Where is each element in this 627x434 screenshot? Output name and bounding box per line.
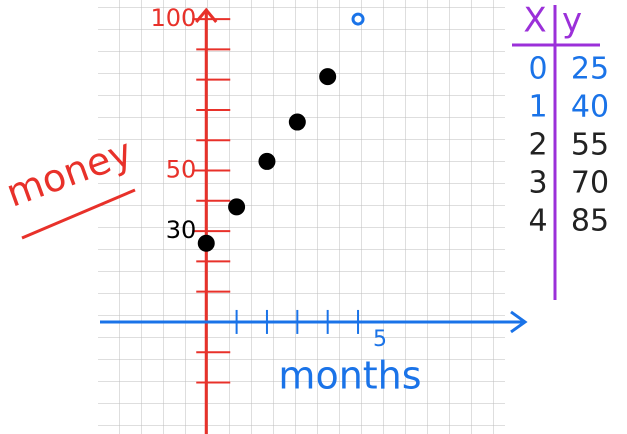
point (351, 12, 365, 26)
x-tick-label: 5 (373, 327, 387, 352)
x-axis-label: months (278, 354, 421, 398)
point (258, 152, 276, 170)
graph-paper (98, 0, 505, 434)
y-arrow (195, 7, 218, 23)
table-header: X (523, 1, 546, 41)
x-arrow (510, 310, 528, 334)
underline (21, 188, 136, 240)
point (228, 198, 246, 216)
table-cell: 2 (528, 128, 547, 163)
table-cell: 1 (528, 90, 547, 125)
y-tick-label: 30 (166, 216, 197, 244)
table-cell: 85 (571, 204, 609, 239)
table-cell: 0 (528, 52, 547, 87)
point (288, 113, 306, 131)
point (197, 234, 215, 252)
table-cell: 3 (528, 166, 547, 201)
table-cell: 70 (571, 166, 609, 201)
point (319, 68, 337, 86)
table-cell: 25 (571, 52, 609, 87)
y-tick-label: 50 (166, 156, 197, 184)
table-cell: 4 (528, 204, 547, 239)
y-tick-label: 100 (150, 4, 196, 32)
table-cell: 55 (571, 128, 609, 163)
table-header: y (562, 1, 582, 41)
table-cell: 40 (571, 90, 609, 125)
